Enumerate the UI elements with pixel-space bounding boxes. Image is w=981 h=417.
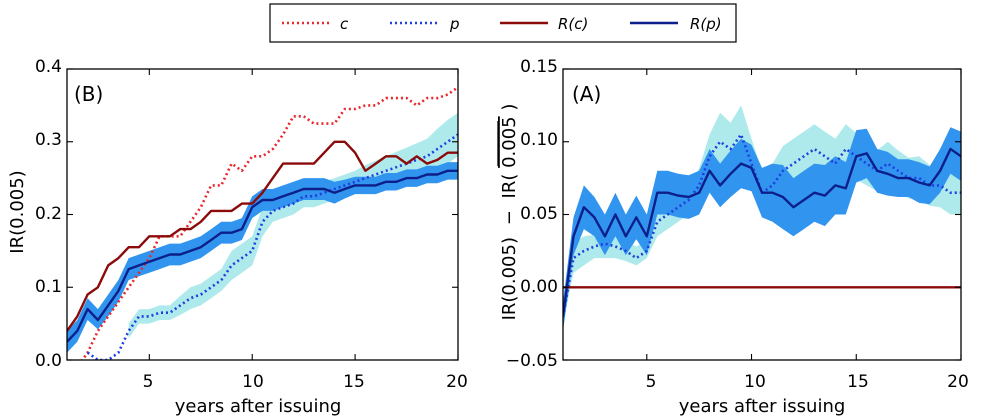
panel-b-yticks: 0.0 0.1 0.2 0.3 0.4 xyxy=(35,57,62,371)
legend-label-rp: R(p) xyxy=(690,15,722,33)
panel-a-ylabel-main: IR(0.005) xyxy=(499,237,520,320)
panel-b-label: (B) xyxy=(74,82,103,106)
panel-b-series-layer xyxy=(67,86,458,360)
panel-a-series-layer xyxy=(563,105,961,331)
panel-a-xtick-label: 10 xyxy=(744,372,766,392)
panel-a-band-rp xyxy=(563,127,961,331)
panel-a-ylabel-prefix: IR( xyxy=(499,174,520,199)
panel-a-ytick-label: 0.15 xyxy=(520,57,558,77)
panel-b: (B) years after issuing IR(0.005) 0.0 0.… xyxy=(7,57,468,417)
legend-label-rc: R(c) xyxy=(558,15,588,33)
panel-a-ylabel-minus: − xyxy=(499,210,520,225)
panel-b-xlabel: years after issuing xyxy=(175,396,342,417)
panel-a-xlabel: years after issuing xyxy=(679,396,846,417)
panel-a-xtick-label: 15 xyxy=(847,372,869,392)
panel-b-ytick-label: 0.2 xyxy=(35,204,62,224)
panel-a-ytick-label: 0.10 xyxy=(520,130,558,150)
panel-b-ytick-label: 0.0 xyxy=(35,351,62,371)
panel-b-ylabel: IR(0.005) xyxy=(7,170,28,253)
panel-a-ytick-label: −0.05 xyxy=(506,351,558,371)
panel-b-xtick-label: 20 xyxy=(446,372,468,392)
panel-a-xtick-label: 20 xyxy=(947,372,969,392)
panel-b-xticks: 5 10 15 20 xyxy=(143,372,468,392)
panel-b-band-p xyxy=(128,112,458,339)
panel-a-yticks: −0.05 0.00 0.05 0.10 0.15 xyxy=(506,57,558,371)
panel-b-xtick-label: 15 xyxy=(343,372,365,392)
panel-a-ytick-label: 0.05 xyxy=(520,204,558,224)
panel-a: (A) years after issuing IR(0.005) − IR( … xyxy=(497,57,969,417)
panel-b-series-rp-line xyxy=(67,169,458,343)
panel-b-ytick-label: 0.4 xyxy=(35,57,62,77)
panel-b-series-c-line xyxy=(80,86,458,360)
panel-a-ylabel: IR(0.005) − IR( 0.005 ) xyxy=(497,104,520,321)
panel-a-xtick-label: 5 xyxy=(646,372,657,392)
legend-label-p: p xyxy=(449,15,460,33)
legend: c p R(c) R(p) xyxy=(269,3,737,43)
panel-a-label: (A) xyxy=(572,82,601,106)
panel-a-ylabel-suffix: ) xyxy=(499,104,520,111)
panel-b-ytick-label: 0.1 xyxy=(35,277,62,297)
panel-b-ytick-label: 0.3 xyxy=(35,130,62,150)
panel-a-xticks: 5 10 15 20 xyxy=(646,372,969,392)
panel-b-series-rc-line xyxy=(67,140,458,332)
panel-a-plot-area xyxy=(562,68,962,361)
panel-a-series-rp-line xyxy=(563,147,961,317)
panel-b-xtick-label: 10 xyxy=(242,372,264,392)
legend-label-c: c xyxy=(340,15,349,33)
panel-b-plot-area xyxy=(66,68,459,361)
panel-a-ylabel-overlined: 0.005 xyxy=(499,116,520,168)
panel-a-ytick-label: 0.00 xyxy=(520,277,558,297)
panel-b-xtick-label: 5 xyxy=(143,372,154,392)
panel-b-series-p-line xyxy=(86,133,458,360)
panel-a-ylabel-text: IR(0.005) − IR( 0.005 ) xyxy=(499,104,520,321)
